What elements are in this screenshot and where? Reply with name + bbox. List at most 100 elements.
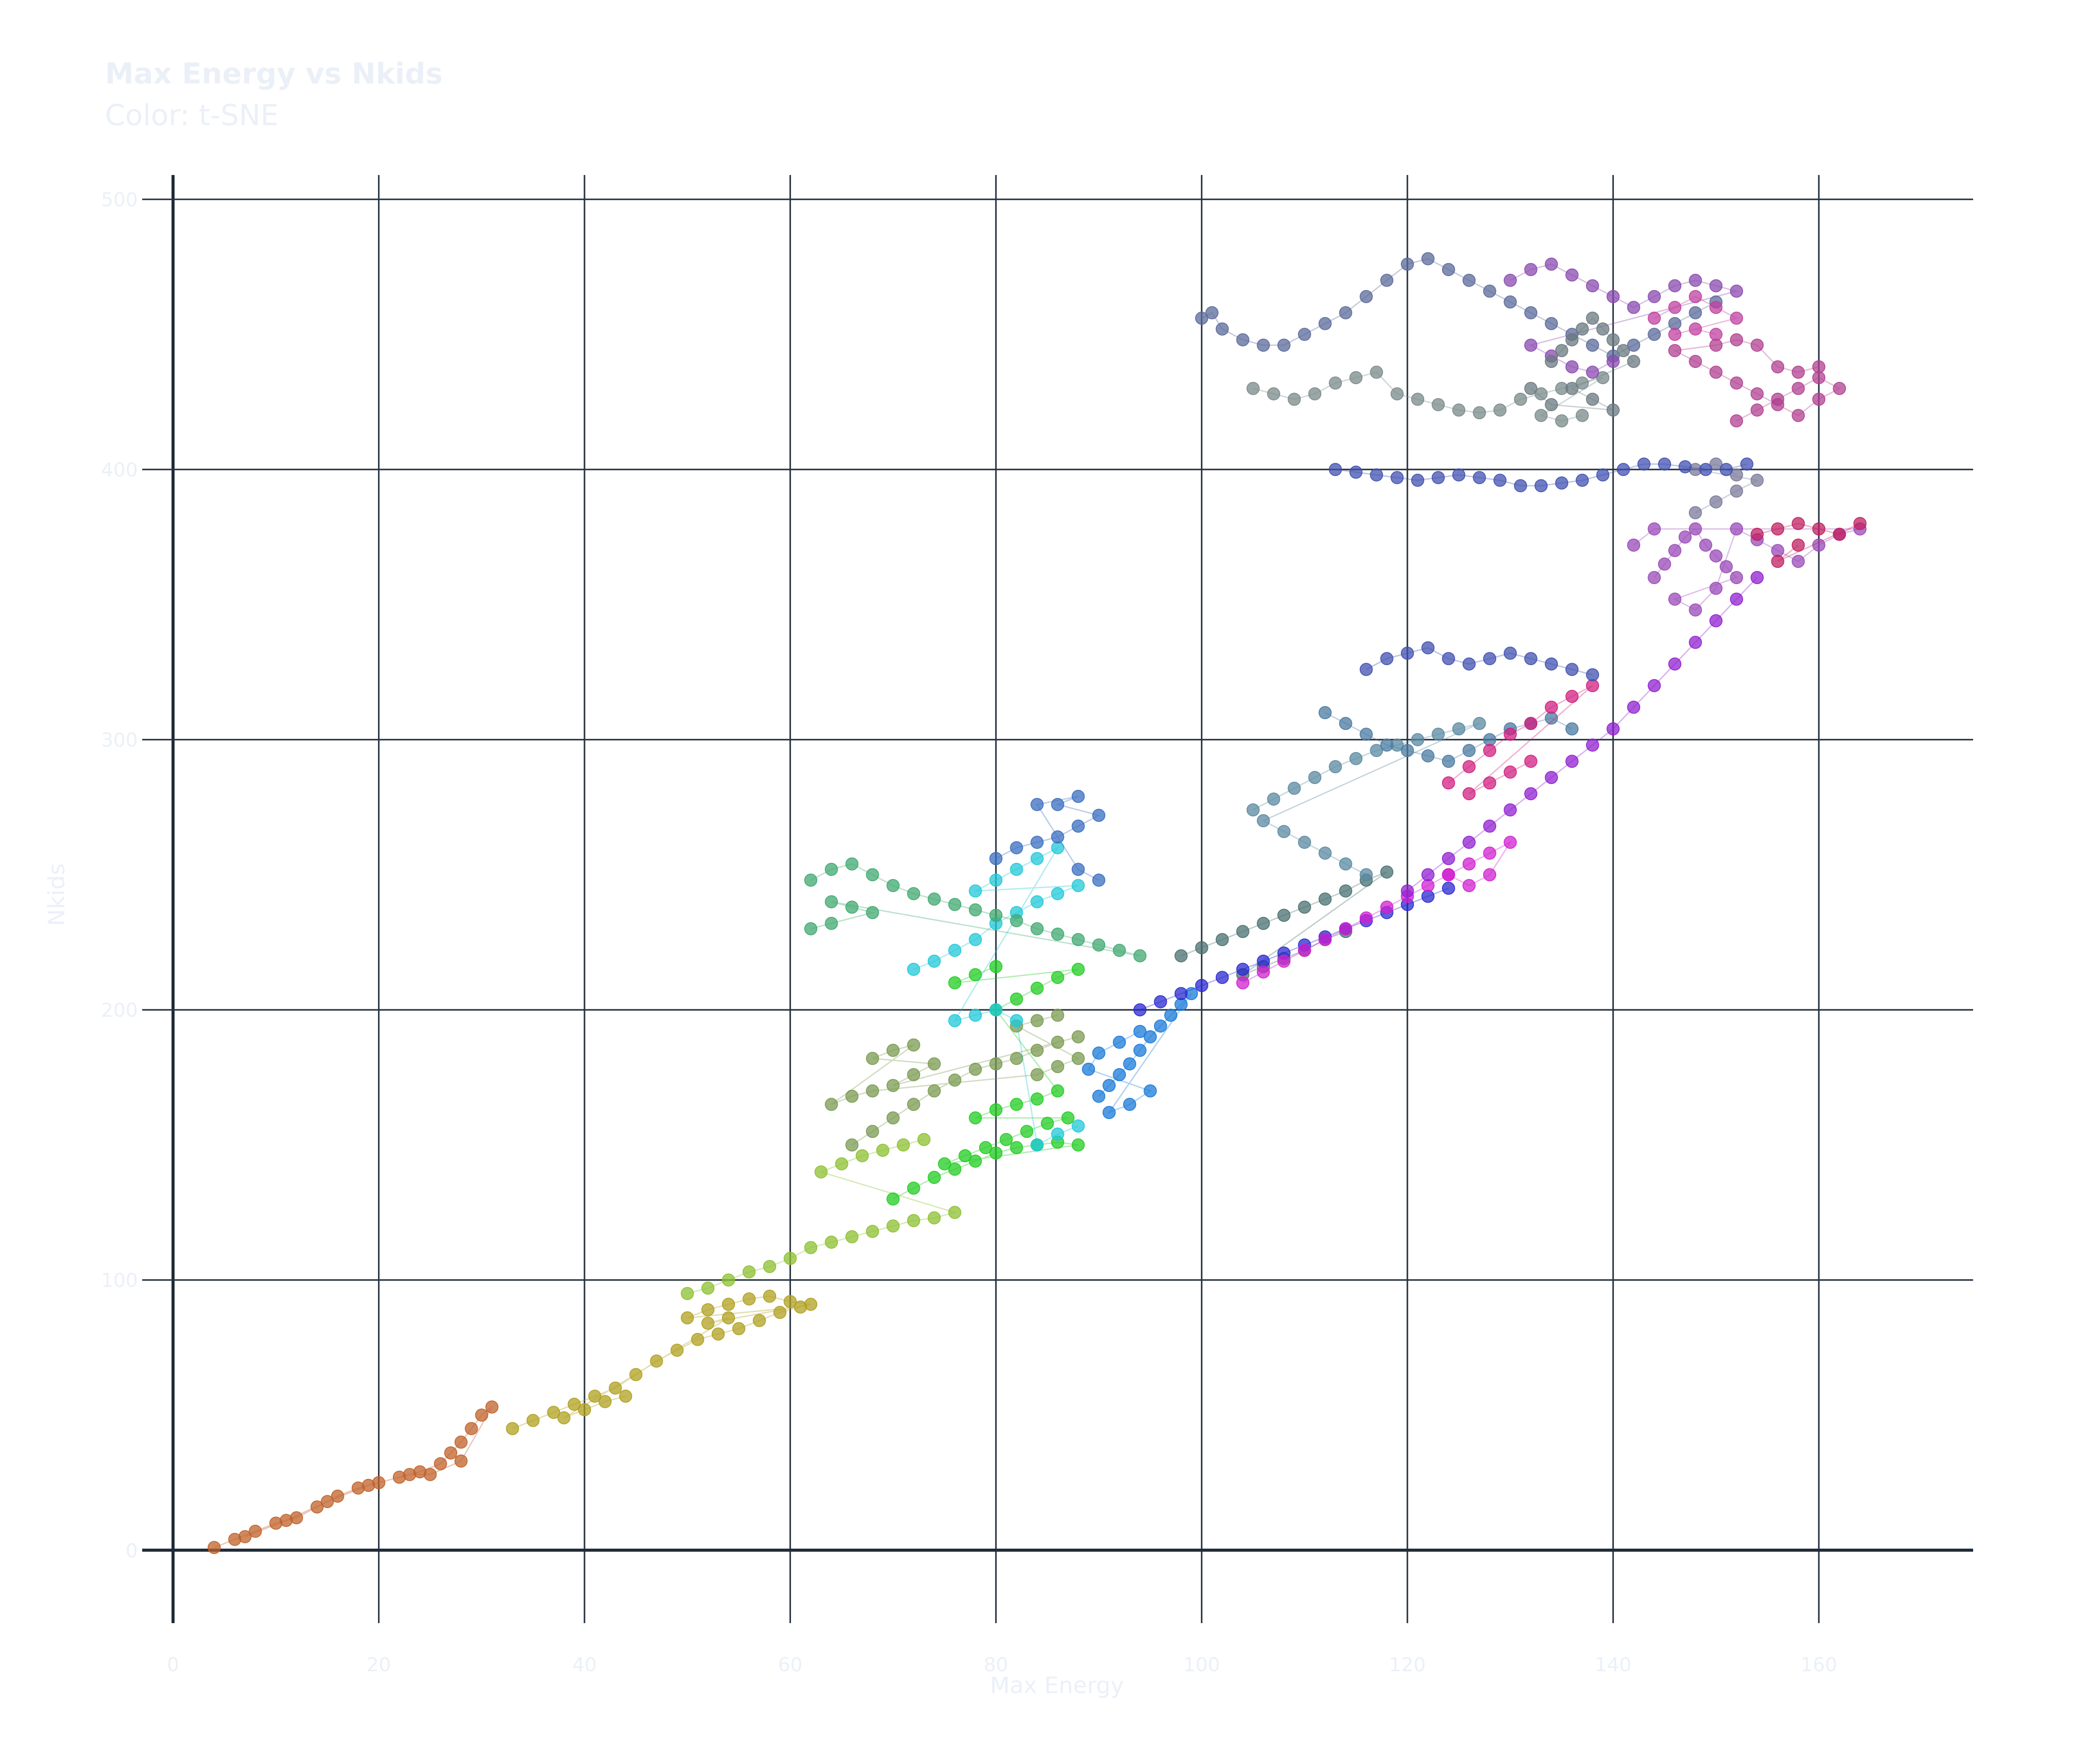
data-point	[1329, 760, 1342, 774]
data-point	[1195, 941, 1208, 955]
point-group	[1082, 987, 1198, 1119]
data-point	[681, 1311, 694, 1325]
data-point	[928, 1171, 941, 1184]
data-point	[969, 968, 982, 981]
data-point	[1833, 528, 1846, 541]
data-point	[1051, 971, 1064, 984]
point-group	[1400, 571, 1764, 898]
data-point	[1565, 663, 1579, 676]
x-tick-label: 40	[572, 1654, 597, 1676]
data-point	[1524, 787, 1537, 801]
data-point	[1678, 460, 1692, 473]
data-point	[1349, 371, 1363, 385]
data-point	[845, 900, 859, 914]
data-point	[1339, 884, 1352, 898]
point-group	[989, 790, 1106, 887]
data-point	[1750, 339, 1764, 352]
data-point	[763, 1289, 777, 1303]
data-point	[1071, 1030, 1085, 1043]
data-point	[434, 1457, 447, 1470]
data-point	[1390, 471, 1404, 484]
data-point	[1051, 1036, 1064, 1049]
data-point	[1133, 949, 1147, 962]
data-point	[619, 1390, 632, 1403]
data-point	[1617, 463, 1630, 476]
data-point	[1689, 636, 1702, 649]
data-point	[804, 873, 818, 887]
data-point	[1709, 365, 1723, 379]
data-point	[578, 1403, 591, 1417]
y-tick-label: 200	[101, 999, 138, 1022]
data-point	[1277, 825, 1291, 838]
data-point	[1514, 392, 1527, 406]
data-point	[1586, 339, 1600, 352]
y-tick-label: 100	[101, 1270, 138, 1292]
data-point	[1709, 328, 1723, 341]
data-point	[1668, 344, 1682, 357]
data-point	[886, 1219, 900, 1233]
data-point	[701, 1281, 715, 1295]
x-tick-label: 120	[1389, 1654, 1426, 1676]
data-point	[506, 1422, 519, 1435]
data-point	[1689, 290, 1702, 303]
data-point	[1051, 1060, 1064, 1073]
data-point	[1668, 657, 1682, 671]
data-point	[1689, 355, 1702, 368]
data-point	[1730, 571, 1743, 584]
data-point	[1442, 868, 1455, 882]
x-axis-title: Max Energy	[990, 1673, 1124, 1699]
data-point	[1030, 836, 1044, 849]
data-point	[1339, 306, 1352, 319]
data-point	[1277, 955, 1291, 968]
data-point	[1010, 1098, 1023, 1111]
data-point	[1524, 263, 1537, 276]
data-point	[1113, 1068, 1126, 1082]
data-point	[1750, 571, 1764, 584]
data-point	[1504, 647, 1517, 660]
data-point	[1010, 1141, 1023, 1155]
data-point	[1750, 473, 1764, 487]
x-tick-label: 60	[778, 1654, 802, 1676]
data-point	[1092, 1046, 1106, 1060]
data-point	[248, 1525, 262, 1538]
data-point	[681, 1287, 694, 1300]
trajectory-line	[1366, 647, 1593, 676]
data-point	[1699, 539, 1712, 552]
data-point	[1010, 914, 1023, 928]
point-group	[825, 1008, 1085, 1152]
data-point	[1565, 268, 1579, 282]
data-point	[1771, 555, 1785, 568]
data-point	[1318, 892, 1332, 906]
data-point	[989, 1146, 1003, 1160]
data-point	[1648, 522, 1661, 536]
data-point	[1071, 933, 1085, 946]
data-point	[1051, 887, 1064, 900]
data-point	[1092, 1089, 1106, 1103]
point-group	[1246, 717, 1486, 882]
data-point	[1164, 1008, 1178, 1022]
data-point	[1195, 979, 1208, 992]
data-point	[989, 909, 1003, 922]
point-group	[1750, 517, 1867, 568]
data-point	[1246, 382, 1260, 395]
y-tick-label: 300	[101, 729, 138, 752]
data-point	[1709, 495, 1723, 509]
data-point	[1442, 263, 1455, 276]
data-point	[742, 1292, 756, 1306]
data-point	[1071, 962, 1085, 976]
data-point	[1565, 333, 1579, 346]
data-point	[1534, 387, 1548, 401]
data-point	[886, 1043, 900, 1057]
data-point	[948, 1206, 962, 1219]
data-point	[1709, 614, 1723, 627]
data-point	[1668, 301, 1682, 314]
point-group	[886, 960, 1085, 1206]
data-point	[1020, 1125, 1033, 1138]
data-point	[1051, 928, 1064, 941]
data-point	[1442, 755, 1455, 768]
data-point	[1689, 322, 1702, 336]
data-point	[1215, 933, 1229, 946]
data-point	[1730, 468, 1743, 482]
data-point	[650, 1354, 663, 1368]
point-group	[506, 1289, 818, 1435]
